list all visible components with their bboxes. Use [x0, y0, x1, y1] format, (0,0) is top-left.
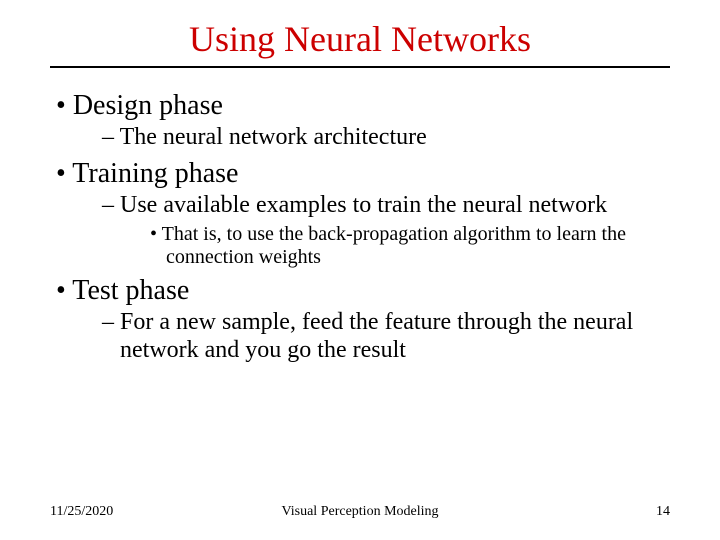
bullet-text: That is, to use the back-propagation alg…: [162, 223, 626, 268]
footer-center: Visual Perception Modeling: [50, 504, 670, 520]
bullet-text: Design phase: [73, 90, 223, 121]
footer-date: 11/25/2020: [50, 504, 113, 520]
bullet-text: Test phase: [72, 275, 189, 306]
bullet-text: The neural network architecture: [120, 124, 427, 150]
bullet-text: Training phase: [72, 158, 238, 189]
bullet-text: For a new sample, feed the feature throu…: [120, 309, 633, 363]
bullet-text: Use available examples to train the neur…: [120, 192, 607, 218]
bullet-l2: For a new sample, feed the feature throu…: [102, 309, 670, 364]
bullet-sublist: The neural network architecture: [78, 124, 670, 152]
slide-footer: 11/25/2020 Visual Perception Modeling 14: [50, 504, 670, 520]
bullet-sublist: For a new sample, feed the feature throu…: [78, 309, 670, 364]
slide-title: Using Neural Networks: [50, 18, 670, 60]
bullet-l2: Use available examples to train the neur…: [102, 192, 670, 270]
bullet-l2: The neural network architecture: [102, 124, 670, 152]
title-rule: [50, 66, 670, 68]
bullet-l1: Test phase For a new sample, feed the fe…: [50, 275, 670, 364]
bullet-l3: That is, to use the back-propagation alg…: [150, 223, 670, 269]
footer-page: 14: [656, 504, 670, 520]
bullet-l1: Training phase Use available examples to…: [50, 158, 670, 270]
slide: Using Neural Networks Design phase The n…: [0, 0, 720, 540]
bullet-l1: Design phase The neural network architec…: [50, 90, 670, 152]
bullet-list: Design phase The neural network architec…: [50, 90, 670, 364]
bullet-sublist: Use available examples to train the neur…: [78, 192, 670, 270]
bullet-subsublist: That is, to use the back-propagation alg…: [120, 223, 670, 269]
